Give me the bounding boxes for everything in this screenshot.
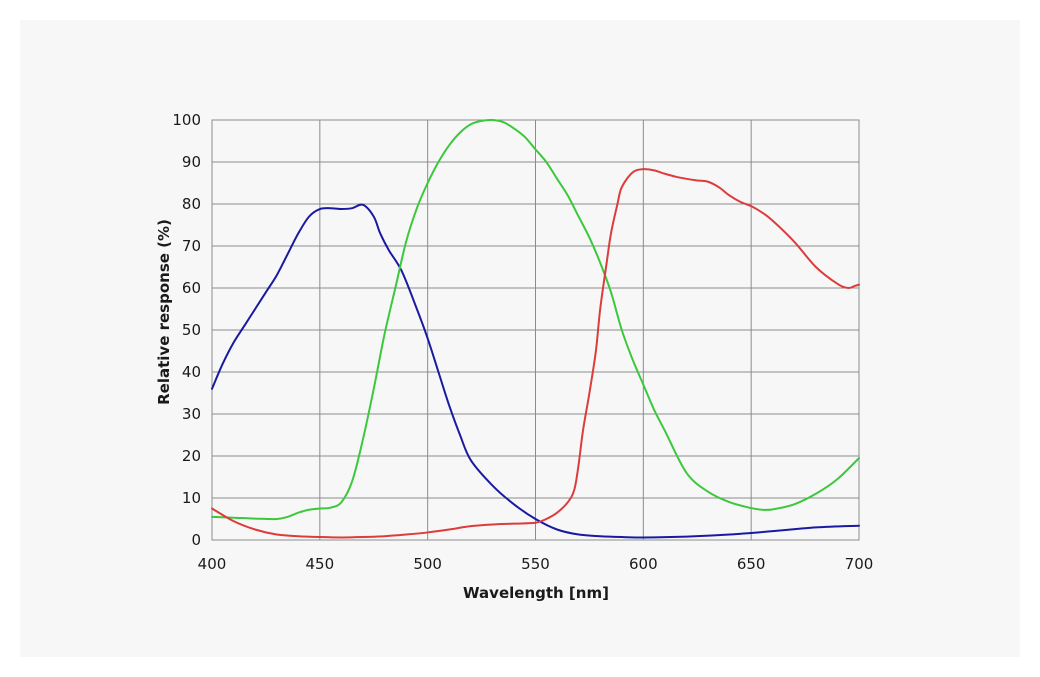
y-tick-label: 40 <box>182 363 201 381</box>
y-tick-label: 60 <box>182 279 201 297</box>
series-lines <box>211 118 860 539</box>
x-tick-label: 450 <box>306 555 335 573</box>
y-tick-label: 80 <box>182 195 201 213</box>
x-tick-label: 700 <box>845 555 874 573</box>
y-tick-label: 10 <box>182 489 201 507</box>
series-line-blue <box>211 203 860 539</box>
x-tick-label: 400 <box>198 555 227 573</box>
y-tick-label: 100 <box>172 111 201 129</box>
x-axis-title: Wavelength [nm] <box>463 584 609 602</box>
y-tick-label: 30 <box>182 405 201 423</box>
x-tick-label: 600 <box>629 555 658 573</box>
y-tick-label: 20 <box>182 447 201 465</box>
spectral-response-chart: 0 10 20 30 40 50 60 70 80 90 100 400 450 500 550 600 65… <box>155 111 874 602</box>
x-tick-label: 650 <box>737 555 766 573</box>
y-tick-label: 70 <box>182 237 201 255</box>
series-line-red <box>211 168 860 539</box>
x-tick-label: 500 <box>413 555 442 573</box>
series-line-green <box>211 118 860 521</box>
y-tick-label: 50 <box>182 321 201 339</box>
chart-panel: 0 10 20 30 40 50 60 70 80 90 100 400 450 500 550 600 65… <box>20 20 1020 657</box>
y-tick-label: 0 <box>191 531 201 549</box>
grid <box>211 119 860 541</box>
y-axis-title: Relative response (%) <box>155 219 173 405</box>
y-tick-labels: 0 10 20 30 40 50 60 70 80 90 100 <box>172 111 201 549</box>
plot-frame <box>211 119 860 541</box>
x-tick-label: 550 <box>521 555 550 573</box>
x-tick-labels: 400 450 500 550 600 650 700 <box>198 555 874 573</box>
y-tick-label: 90 <box>182 153 201 171</box>
